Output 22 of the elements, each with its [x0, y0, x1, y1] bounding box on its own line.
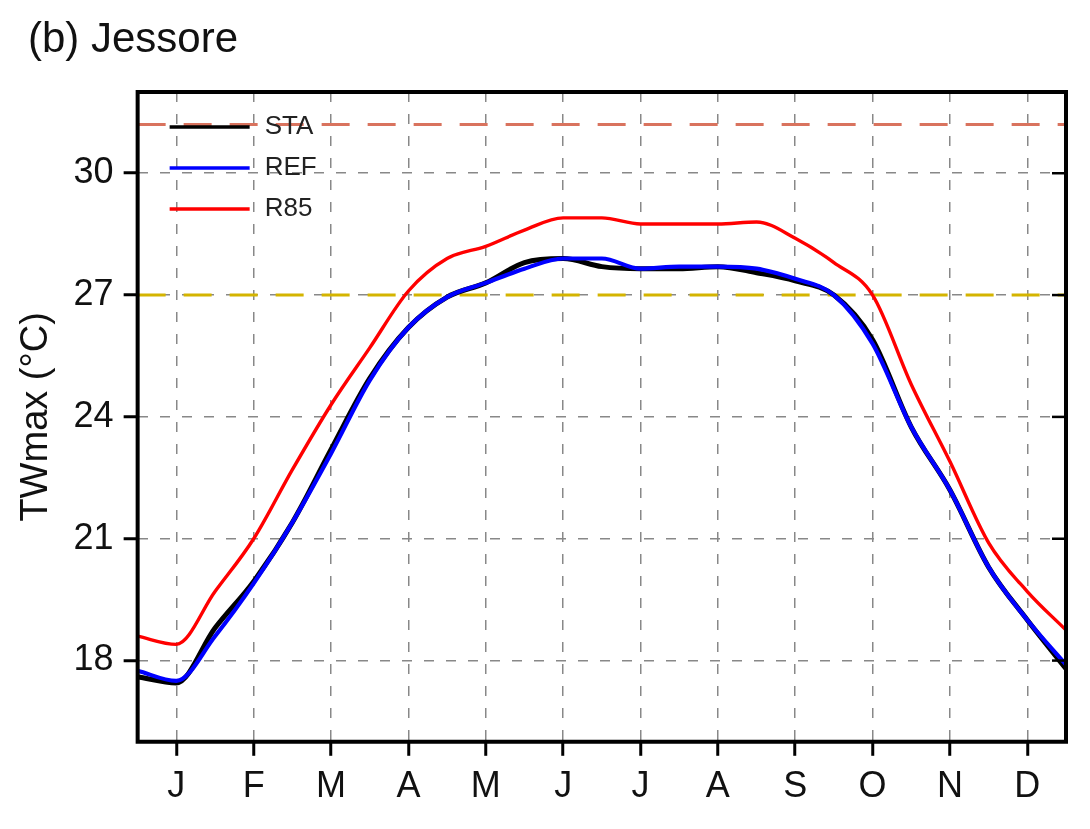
- legend-label: STA: [264, 110, 314, 141]
- x-tick-label: D: [1014, 764, 1041, 806]
- x-tick-label: J: [167, 764, 186, 806]
- x-tick-label: F: [242, 764, 265, 806]
- x-tick-label: A: [396, 764, 421, 806]
- x-tick-label: N: [936, 764, 963, 806]
- y-tick-label: 18: [73, 637, 114, 679]
- x-tick-label: J: [554, 764, 573, 806]
- x-tick-label: M: [470, 764, 501, 806]
- legend-label: R85: [264, 192, 313, 223]
- x-tick-label: O: [858, 764, 887, 806]
- x-tick-label: J: [631, 764, 650, 806]
- legend-label: REF: [264, 151, 317, 182]
- y-axis-title: TWmax (°C): [13, 312, 56, 522]
- y-tick-label: 24: [73, 393, 114, 435]
- y-tick-label: 21: [73, 515, 114, 557]
- y-tick-label: 30: [73, 150, 114, 192]
- x-tick-label: A: [705, 764, 730, 806]
- y-tick-label: 27: [73, 271, 114, 313]
- x-tick-label: S: [783, 764, 808, 806]
- chart-title: (b) Jessore: [28, 14, 239, 62]
- x-tick-label: M: [316, 764, 347, 806]
